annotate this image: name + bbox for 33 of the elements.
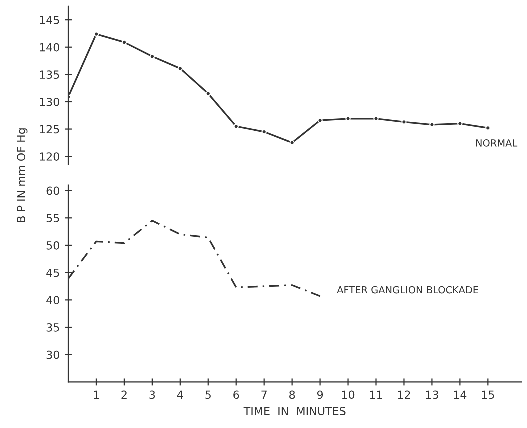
y-tick-label: 120: [40, 152, 60, 161]
x-tick-label: 15: [482, 390, 494, 400]
x-tick-label: 7: [262, 390, 267, 399]
x-tick-label: 10: [342, 390, 355, 400]
x-tick-label: 14: [454, 390, 467, 399]
y-tick-label: 60: [46, 186, 60, 196]
y-tick-label: 55: [46, 214, 60, 223]
y-tick-label: 40: [46, 296, 60, 305]
x-tick-label: 5: [206, 390, 211, 400]
x-tick-label: 9: [317, 390, 324, 400]
x-tick-label: 12: [398, 390, 410, 399]
y-tick-label: 30: [46, 350, 60, 360]
x-tick-label: 1: [94, 390, 99, 399]
y-tick-label: 50: [46, 241, 60, 250]
x-tick-label: 3: [150, 390, 156, 400]
y-tick-label: 145: [40, 16, 60, 24]
series-label: AFTER GANGLION BLOCKADE: [337, 286, 478, 294]
x-tick-label: 6: [234, 390, 240, 400]
y-tick-label: 135: [40, 70, 60, 80]
x-tick-label: 4: [177, 390, 184, 399]
x-tick-label: 2: [122, 390, 127, 399]
x-tick-label: 13: [426, 390, 438, 400]
series-label: NORMAL: [476, 139, 518, 147]
y-tick-label: 125: [40, 125, 60, 134]
y-tick-label: 35: [46, 323, 60, 332]
point: [206, 91, 211, 96]
y-tick-label: 45: [46, 268, 60, 278]
y-tick-label: 130: [40, 98, 60, 106]
x-tick-label: 8: [290, 390, 296, 400]
x-axis-title: TIME IN MINUTES: [244, 407, 346, 416]
x-tick-label: 11: [370, 390, 382, 399]
y-axis-title: B P IN mm OF Hg: [17, 128, 28, 222]
y-tick-label: 140: [40, 43, 60, 52]
